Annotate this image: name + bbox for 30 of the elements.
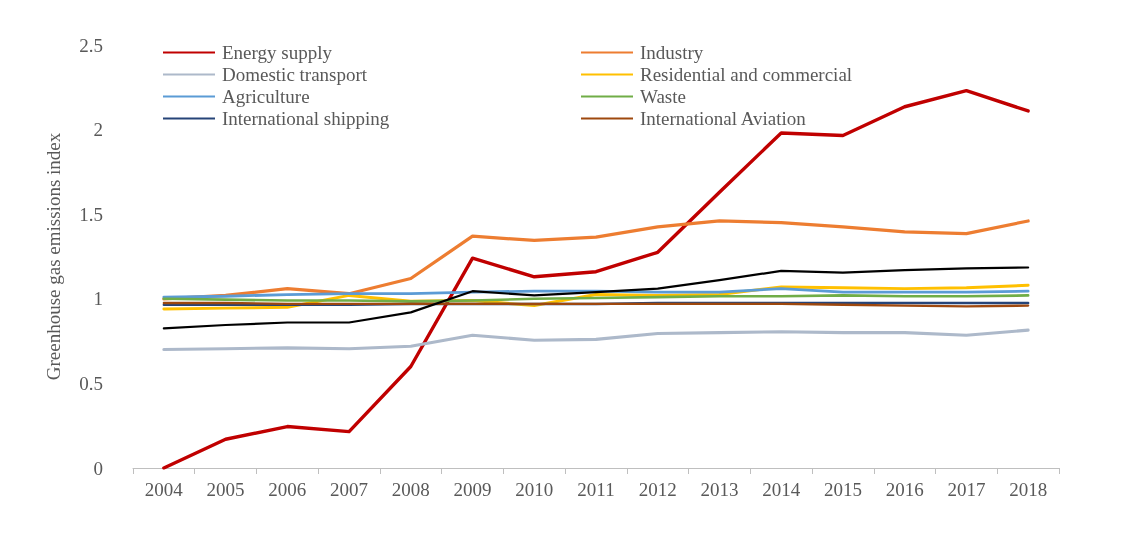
x-tick-label: 2013 <box>700 479 739 500</box>
x-tick-label: 2014 <box>762 479 801 500</box>
x-tick-label: 2016 <box>885 479 924 500</box>
x-tick-label: 2007 <box>330 479 369 500</box>
y-tick-label: 0.5 <box>79 372 103 394</box>
legend-label: Energy supply <box>222 42 333 63</box>
x-tick-label: 2010 <box>515 479 554 500</box>
legend-label: Industry <box>640 42 704 63</box>
y-axis-title: Greenhouse gas emissions index <box>43 132 64 381</box>
x-tick-label: 2015 <box>823 479 862 500</box>
x-tick-label: 2008 <box>391 479 430 500</box>
x-tick-label: 2006 <box>268 479 307 500</box>
y-tick-label: 0 <box>93 457 103 479</box>
legend-label: Domestic transport <box>222 64 368 85</box>
y-tick-label: 1 <box>93 288 103 310</box>
x-tick-label: 2012 <box>638 479 677 500</box>
legend-label: Waste <box>640 86 686 107</box>
x-tick-label: 2005 <box>206 479 245 500</box>
legend-label: International Aviation <box>640 108 807 129</box>
y-tick-label: 2.5 <box>79 34 103 56</box>
legend-label: Agriculture <box>222 86 310 107</box>
x-tick-label: 2009 <box>453 479 492 500</box>
x-tick-label: 2011 <box>577 479 615 500</box>
y-tick-label: 2 <box>93 119 103 141</box>
x-tick-label: 2004 <box>144 479 184 500</box>
x-tick-label: 2017 <box>947 479 986 500</box>
x-tick-label: 2018 <box>1009 479 1048 500</box>
legend-label: International shipping <box>222 108 390 129</box>
y-tick-label: 1.5 <box>79 203 103 225</box>
legend-label: Residential and commercial <box>640 64 853 85</box>
